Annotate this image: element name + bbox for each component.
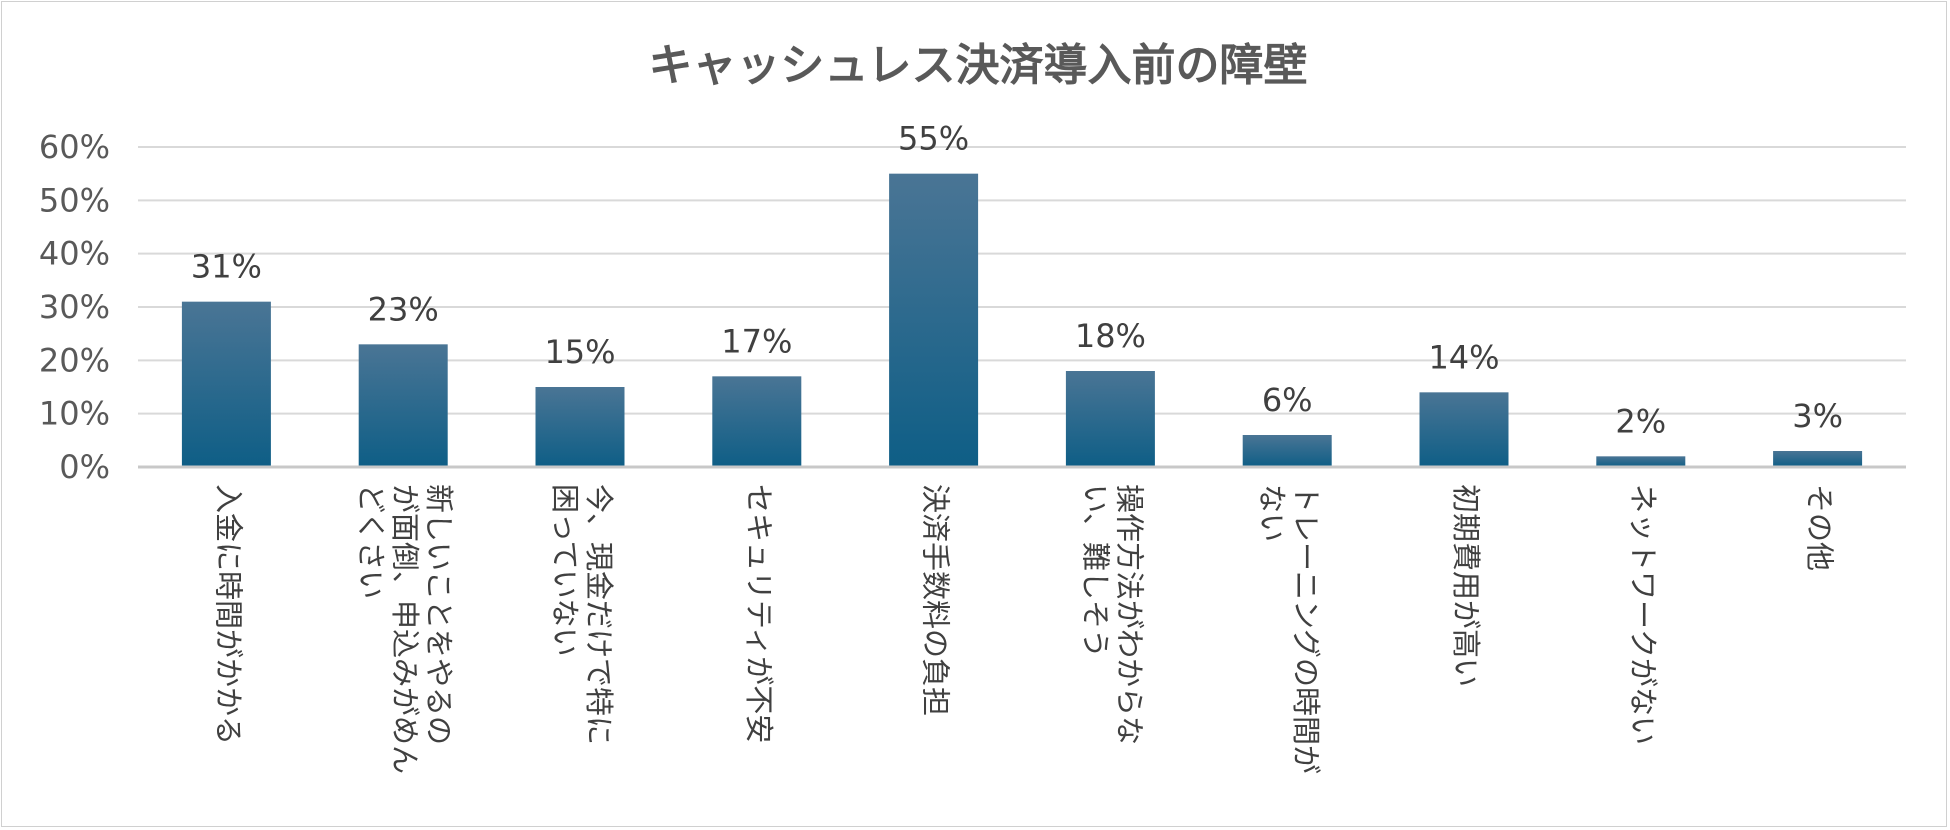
bar xyxy=(889,173,979,467)
category-label: が面倒、申込みがめん xyxy=(388,484,422,774)
data-label: 31% xyxy=(191,248,262,286)
y-tick-label: 50% xyxy=(39,181,110,219)
bar xyxy=(1419,392,1509,467)
y-tick-label: 30% xyxy=(39,288,110,326)
category-label: 困っていない xyxy=(548,484,582,657)
category-label: 今、現金だけで特に xyxy=(582,484,616,745)
data-label: 55% xyxy=(898,120,969,158)
data-label: 23% xyxy=(368,290,439,328)
y-tick-label: 60% xyxy=(39,128,110,166)
bar xyxy=(1773,451,1863,467)
category-label: トレーニングの時間が xyxy=(1289,484,1323,774)
category-label: 初期費用が高い xyxy=(1449,484,1483,687)
bars xyxy=(181,173,1863,467)
bar xyxy=(1065,371,1155,467)
bar xyxy=(535,387,625,467)
data-label: 2% xyxy=(1615,402,1666,440)
category-label: 新しいことをやるの xyxy=(422,484,456,745)
category-label: 決済手数料の負担 xyxy=(919,484,953,716)
category-label: どくさい xyxy=(354,484,388,599)
y-axis-ticks: 0% 10% 20% 30% 40% 50% 60% xyxy=(39,128,110,486)
y-tick-label: 40% xyxy=(39,235,110,273)
bar xyxy=(358,344,448,467)
category-label: い、難しそう xyxy=(1078,484,1112,658)
category-label: 入金に時間がかかる xyxy=(211,484,245,745)
y-tick-label: 10% xyxy=(39,395,110,433)
data-label: 17% xyxy=(721,322,792,360)
category-label: 操作方法がわからな xyxy=(1112,484,1146,745)
bar xyxy=(1242,435,1332,467)
category-label: ネットワークがない xyxy=(1626,484,1660,745)
category-label: ない xyxy=(1255,484,1289,542)
data-label: 18% xyxy=(1075,317,1146,355)
data-label: 15% xyxy=(544,333,615,371)
category-label: セキュリティが不安 xyxy=(742,484,776,743)
category-label: その他 xyxy=(1803,484,1837,571)
y-tick-label: 0% xyxy=(59,448,110,486)
data-labels: 31% 23% 15% 17% 55% 18% 6% 14% 2% 3% xyxy=(191,120,1843,441)
data-label: 14% xyxy=(1428,338,1499,376)
chart-title: キャッシュレス決済導入前の障壁 xyxy=(648,40,1307,91)
bar xyxy=(181,301,271,467)
y-tick-label: 20% xyxy=(39,341,110,379)
data-label: 3% xyxy=(1792,397,1843,435)
bar xyxy=(712,376,802,467)
bar xyxy=(1596,456,1686,467)
data-label: 6% xyxy=(1262,381,1313,419)
